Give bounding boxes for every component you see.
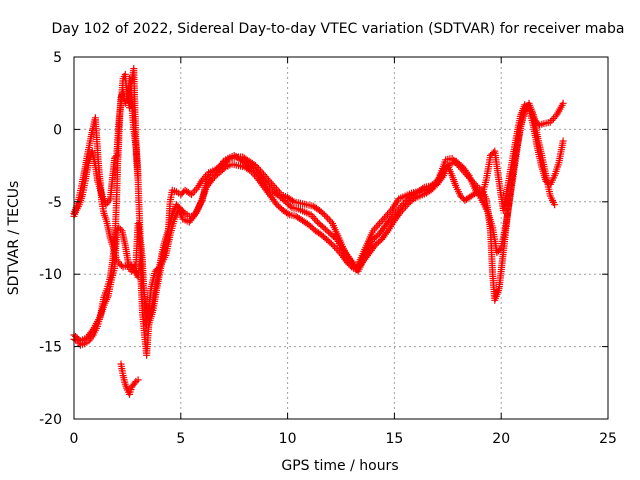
x-tick-labels: 0 5 10 15 20 25 [70, 431, 617, 447]
y-tick-label: -10 [39, 267, 62, 283]
x-tick-label: 15 [385, 431, 403, 447]
x-tick-label: 5 [176, 431, 185, 447]
chart-title: Day 102 of 2022, Sidereal Day-to-day VTE… [52, 21, 625, 37]
data-markers [70, 65, 567, 398]
y-tick-label: 0 [53, 122, 62, 138]
x-tick-label: 20 [492, 431, 510, 447]
y-axis-label: SDTVAR / TECUs [6, 181, 22, 296]
y-tick-label: -20 [39, 412, 62, 428]
x-tick-label: 10 [279, 431, 297, 447]
y-tick-label: -15 [39, 340, 62, 356]
data-point-markers [70, 65, 142, 220]
y-tick-labels: 5 0 -5 -10 -15 -20 [39, 50, 62, 428]
x-axis-label: GPS time / hours [281, 458, 398, 474]
axis-ticks [73, 56, 609, 420]
series-track-e [117, 360, 142, 398]
x-tick-label: 0 [70, 431, 79, 447]
y-tick-label: 5 [53, 50, 62, 66]
plot-frame [73, 56, 609, 420]
series-track-c [70, 65, 142, 220]
data-point-markers [117, 360, 142, 398]
x-tick-label: 25 [599, 431, 617, 447]
y-tick-label: -5 [48, 195, 62, 211]
